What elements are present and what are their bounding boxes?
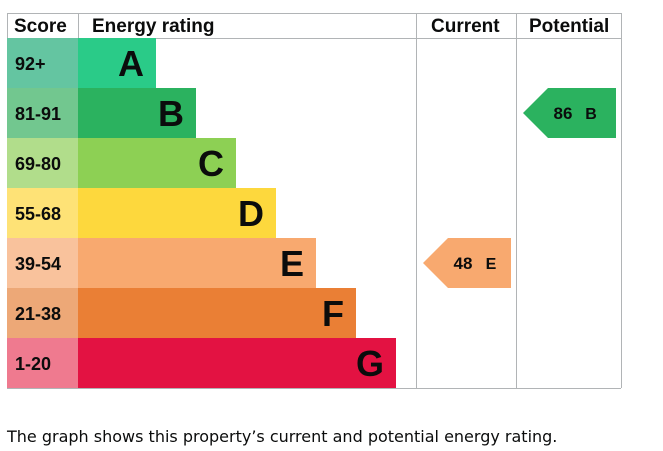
score-range-label: 1-20: [15, 354, 51, 374]
potential-rating-arrow: [523, 88, 616, 138]
score-cell: [7, 188, 78, 238]
score-range-label: 81-91: [15, 104, 61, 124]
score-cell: [7, 38, 78, 88]
header-potential: Potential: [529, 16, 609, 37]
header-current: Current: [431, 16, 500, 37]
current-rating-letter-label: E: [486, 256, 497, 273]
score-range-label: 55-68: [15, 204, 61, 224]
score-range-label: 39-54: [15, 254, 61, 274]
rating-letter-label: F: [322, 293, 344, 334]
rating-bar: [78, 38, 156, 88]
potential-rating-letter-label: B: [585, 106, 597, 123]
current-rating-value-label: 48: [454, 254, 473, 273]
rating-bar: [78, 138, 236, 188]
rating-letter-label: C: [198, 143, 224, 184]
rating-bands: 92+ A 81-91 B 69-80 C 55-68 D 39-54 E 21-38 F 1-20 G: [7, 38, 396, 388]
rating-letter-label: D: [238, 193, 264, 234]
rating-bar: [78, 238, 316, 288]
score-cell: [7, 138, 78, 188]
header-energy-rating: Energy rating: [92, 16, 214, 37]
rating-letter-label: G: [356, 343, 384, 384]
rating-bar: [78, 88, 196, 138]
score-range-label: 69-80: [15, 154, 61, 174]
header-score: Score: [14, 16, 67, 37]
current-rating-arrow: [423, 238, 511, 288]
score-cell: [7, 88, 78, 138]
score-cell: [7, 338, 78, 388]
score-cell: [7, 238, 78, 288]
score-range-label: 21-38: [15, 304, 61, 324]
rating-bar: [78, 288, 356, 338]
rating-letter-label: A: [118, 43, 144, 84]
rating-letter-label: B: [158, 93, 184, 134]
energy-rating-chart: Score Energy rating Current Potential 92…: [7, 13, 622, 389]
score-cell: [7, 288, 78, 338]
score-range-label: 92+: [15, 54, 46, 74]
rating-bar: [78, 338, 396, 388]
rating-markers: 48 E 86 B: [423, 88, 616, 288]
chart-caption: The graph shows this property’s current …: [7, 427, 558, 446]
potential-rating-value-label: 86: [554, 104, 573, 123]
rating-letter-label: E: [280, 243, 304, 284]
rating-bar: [78, 188, 276, 238]
